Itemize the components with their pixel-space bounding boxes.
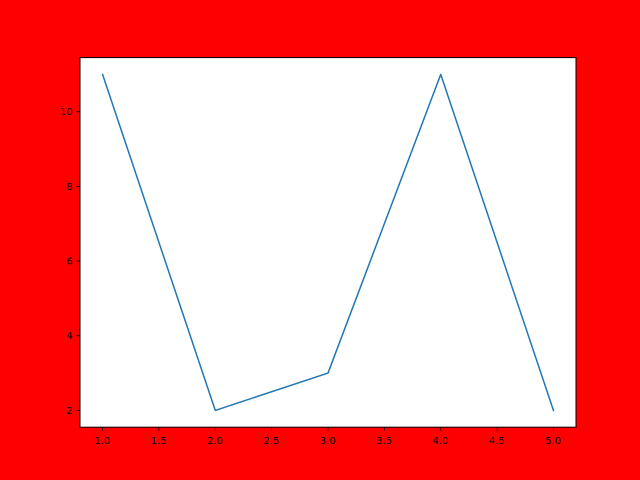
- y-tick-label: 6: [67, 257, 73, 268]
- x-tick-label: 4.0: [433, 436, 449, 447]
- x-tick-label: 1.5: [151, 436, 167, 447]
- y-tick-label: 10: [60, 107, 73, 118]
- y-tick-label: 2: [67, 406, 73, 417]
- x-tick-label: 3.0: [320, 436, 336, 447]
- x-axis: 1.0 1.5 2.0 2.5 3.0 3.5 4.0 4.5 5.0: [95, 427, 562, 447]
- x-tick-label: 4.5: [489, 436, 505, 447]
- x-tick-label: 5.0: [546, 436, 562, 447]
- plot-area: [80, 57, 576, 428]
- series-layer: [101, 73, 555, 412]
- series-line-0: [101, 73, 555, 412]
- y-tick-label: 8: [67, 182, 73, 193]
- x-tick-label: 2.5: [264, 436, 280, 447]
- x-tick-label: 2.0: [207, 436, 223, 447]
- y-tick-label: 4: [67, 331, 73, 342]
- x-tick-label: 1.0: [95, 436, 111, 447]
- y-axis: 2 4 6 8 10: [60, 107, 80, 417]
- x-tick-label: 3.5: [376, 436, 392, 447]
